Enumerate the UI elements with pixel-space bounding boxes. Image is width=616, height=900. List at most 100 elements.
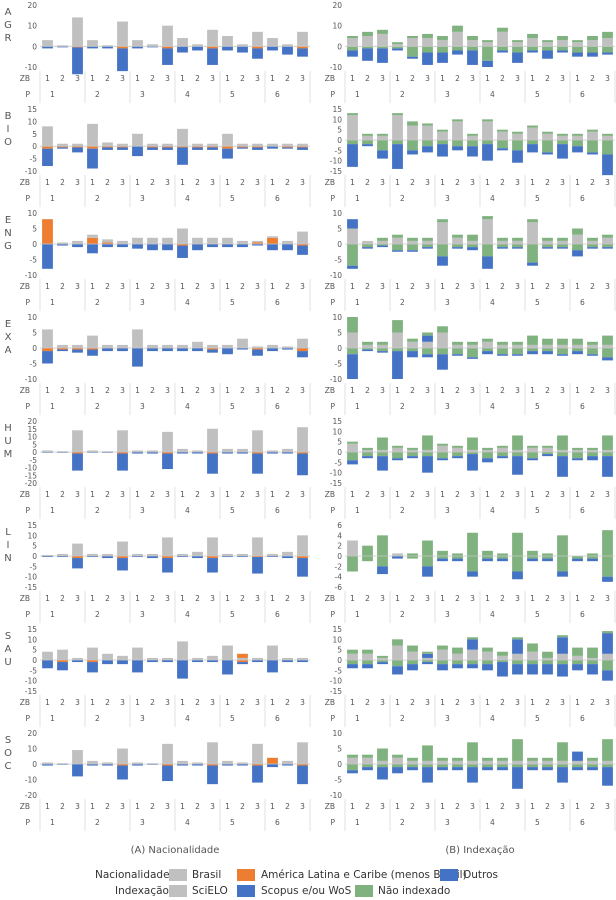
bar-exa-a-16-neg-outros	[282, 348, 293, 350]
p-label-hum-a: P	[25, 506, 30, 515]
ytick-hum-a--5: -5	[30, 456, 38, 465]
ytick-agr-a-0: 0	[32, 42, 37, 51]
bar-exa-a-15-neg-outros	[267, 348, 278, 352]
bar-agr-b-3-neg-scopus	[392, 48, 403, 51]
ytick-bio-b--5: -5	[335, 146, 343, 155]
p-tick-lin-b-1: 2	[400, 610, 405, 619]
bar-exa-b-3-pos-scielo	[392, 332, 403, 348]
p-tick-bio-b-4: 5	[535, 194, 540, 203]
zb-tick-lin-b-9: 1	[485, 594, 490, 603]
bar-sau-b-5-pos-scielo	[422, 657, 433, 660]
zb-tick-bio-b-8: 3	[470, 178, 475, 187]
bar-eng-b-10-pos-scielo	[497, 240, 508, 244]
bar-hum-a-11-neg-america	[207, 452, 218, 454]
bar-lin-a-10-neg-outros	[192, 556, 203, 559]
bar-eng-a-8-pos-brasil	[162, 237, 173, 244]
bar-eng-b-7-pos-scielo	[452, 237, 463, 244]
bar-soc-a-6-neg-outros	[132, 764, 143, 766]
ytick-lin-b-0: 0	[337, 552, 342, 561]
bar-lin-b-4-pos-nao	[407, 553, 418, 556]
bar-hum-b-14-neg-scopus	[557, 456, 568, 477]
bar-bio-a-9-pos-brasil	[177, 128, 188, 147]
bar-sau-b-12-pos-scielo	[527, 651, 538, 660]
zb-tick-lin-b-4: 2	[410, 594, 415, 603]
zb-tick-bio-a-11: 3	[210, 178, 215, 187]
p-tick-exa-a-5: 6	[275, 402, 280, 411]
bar-bio-b-17-neg-scopus	[602, 154, 613, 176]
p-tick-lin-b-5: 6	[580, 610, 585, 619]
zb-tick-eng-a-6: 1	[135, 282, 140, 291]
zb-tick-exa-b-0: 1	[350, 386, 355, 395]
zb-tick-sau-a-16: 2	[285, 698, 290, 707]
bar-lin-b-11-neg-scopus	[512, 571, 523, 580]
bar-sau-b-2-pos-scielo	[377, 657, 388, 660]
legend-row-nacionalidade: Nacionalidade: Brasil América Latina e C…	[0, 868, 616, 882]
zb-tick-lin-b-3: 1	[395, 594, 400, 603]
bar-sau-b-12-pos-nao	[527, 643, 538, 652]
bar-soc-b-4-pos-nao	[407, 757, 418, 761]
p-tick-hum-b-1: 2	[400, 506, 405, 515]
area-label-sau-2: U	[4, 657, 11, 668]
bar-sau-a-2-neg-outros	[72, 660, 83, 663]
bar-hum-a-3-pos-brasil	[87, 450, 98, 452]
bar-hum-b-2-pos-scielo	[377, 449, 388, 452]
bar-bio-a-4-pos-brasil	[102, 142, 113, 147]
bar-agr-b-5-neg-nao	[422, 46, 433, 53]
bar-exa-a-8-neg-outros	[162, 348, 173, 352]
bar-eng-a-8-neg-outros	[162, 244, 173, 251]
zb-tick-agr-a-1: 2	[60, 74, 65, 83]
bar-eng-b-3-neg-scopus	[392, 250, 403, 252]
bar-sau-b-2-neg-nao	[377, 660, 388, 663]
bar-exa-a-1-neg-america	[57, 348, 68, 350]
bar-sau-a-10-neg-outros	[192, 660, 203, 663]
legend-title-indexacao: Indexação:	[115, 885, 173, 897]
bar-agr-a-5-neg-america	[117, 46, 128, 49]
bar-eng-a-16-neg-outros	[282, 244, 293, 251]
bar-lin-a-5-pos-brasil	[117, 541, 128, 556]
bar-lin-b-15-neg-scopus	[572, 558, 583, 562]
bar-hum-a-8-neg-america	[162, 452, 173, 454]
bar-eng-b-6-neg-nao	[437, 244, 448, 257]
bar-soc-b-11-pos-scielo	[512, 760, 523, 764]
bar-sau-b-9-neg-nao	[482, 660, 493, 665]
bar-agr-b-13-neg-nao	[542, 46, 553, 51]
bar-exa-b-1-pos-scielo	[362, 344, 373, 348]
bar-bio-a-0-neg-america	[42, 146, 53, 149]
zb-tick-agr-a-9: 1	[180, 74, 185, 83]
bar-lin-b-10-neg-scopus	[497, 558, 508, 562]
bar-eng-b-9-neg-scopus	[482, 256, 493, 269]
ytick-eng-b-0: 0	[337, 240, 342, 249]
bar-exa-b-2-neg-nao	[377, 348, 388, 352]
bar-exa-b-8-pos-scielo	[467, 344, 478, 348]
p-tick-exa-a-1: 2	[95, 402, 100, 411]
bar-exa-b-8-neg-scopus	[467, 357, 478, 359]
zb-tick-lin-b-0: 1	[350, 594, 355, 603]
bar-eng-b-5-neg-scopus	[422, 247, 433, 249]
bar-bio-b-6-neg-nao	[437, 140, 448, 145]
bar-eng-b-7-pos-nao	[452, 234, 463, 238]
p-tick-agr-b-0: 1	[355, 90, 360, 99]
bar-hum-a-13-neg-outros	[237, 452, 248, 454]
bar-bio-a-11-pos-brasil	[207, 143, 218, 147]
bar-sau-a-2-pos-brasil	[72, 657, 83, 660]
bar-hum-b-6-neg-scopus	[437, 458, 448, 461]
ytick-sau-a-0: 0	[32, 656, 37, 665]
bar-hum-b-15-neg-scopus	[572, 458, 583, 461]
p-tick-sau-b-1: 2	[400, 714, 405, 723]
bar-agr-b-11-neg-scopus	[512, 52, 523, 63]
bar-hum-a-10-neg-outros	[192, 452, 203, 454]
bar-lin-a-5-neg-america	[117, 556, 128, 559]
p-tick-agr-b-5: 6	[580, 90, 585, 99]
zb-tick-soc-a-16: 2	[285, 802, 290, 811]
bar-sau-b-15-neg-scopus	[572, 664, 583, 671]
bar-eng-b-12-pos-nao	[527, 219, 538, 223]
column-title-a: (A) Nacionalidade	[131, 845, 220, 856]
bar-agr-a-13-pos-brasil	[237, 44, 248, 47]
p-tick-bio-b-2: 3	[445, 194, 450, 203]
p-tick-lin-a-4: 5	[230, 610, 235, 619]
bar-soc-b-16-pos-scielo	[587, 760, 598, 764]
bar-sau-a-15-neg-outros	[267, 660, 278, 673]
p-label-eng-b: P	[330, 298, 335, 307]
bar-agr-a-11-pos-brasil	[207, 29, 218, 47]
